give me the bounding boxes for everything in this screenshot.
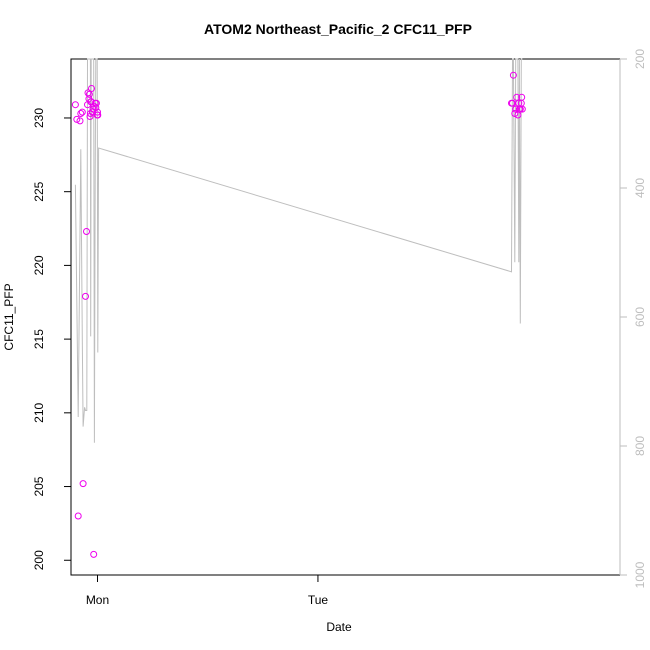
data-point: [83, 228, 90, 235]
data-point: [85, 90, 93, 98]
y-right-tick-label: 1000: [633, 561, 647, 588]
data-point: [90, 550, 98, 558]
y-tick-label: 215: [32, 329, 46, 349]
y-right-tick-label: 800: [633, 436, 647, 456]
data-point: [513, 93, 521, 101]
data-point: [73, 115, 81, 123]
series-line: [74, 58, 523, 443]
y-axis-right: 200 400 600 800 1000: [619, 49, 647, 588]
data-point: [82, 292, 89, 300]
data-point: [77, 110, 85, 117]
x-axis: Mon Tue: [86, 574, 329, 607]
data-point: [78, 108, 86, 116]
plot-area: [70, 58, 621, 576]
data-point: [518, 105, 526, 113]
data-point: [88, 85, 95, 92]
data-point: [512, 105, 520, 113]
series-points-layer: [71, 71, 526, 558]
y-right-tick-label: 400: [633, 178, 647, 198]
data-point: [92, 99, 100, 107]
data-point: [94, 111, 102, 119]
x-axis-label: Date: [326, 620, 352, 634]
data-point: [74, 512, 82, 520]
data-point: [92, 104, 100, 112]
data-point: [76, 117, 84, 125]
x-tick-label: Mon: [86, 593, 109, 607]
y-right-tick-label: 200: [633, 49, 647, 69]
y-tick-label: 200: [32, 550, 46, 570]
chart-title: ATOM2 Northeast_Pacific_2 CFC11_PFP: [204, 21, 472, 37]
series-line-layer: [74, 58, 523, 443]
data-point: [79, 480, 87, 488]
x-tick-label: Tue: [308, 593, 329, 607]
data-point: [94, 108, 101, 116]
y-tick-label: 210: [32, 402, 46, 422]
y-tick-label: 230: [32, 108, 46, 128]
data-point: [509, 71, 517, 79]
data-point: [71, 101, 79, 109]
data-point: [518, 93, 526, 101]
y-tick-label: 225: [32, 181, 46, 201]
y-tick-label: 220: [32, 255, 46, 275]
y-axis-left: 200 205 210 215 220 225 230: [32, 108, 72, 570]
y-axis-label: CFC11_PFP: [2, 283, 16, 350]
y-right-tick-label: 600: [633, 307, 647, 327]
y-tick-label: 205: [32, 476, 46, 496]
